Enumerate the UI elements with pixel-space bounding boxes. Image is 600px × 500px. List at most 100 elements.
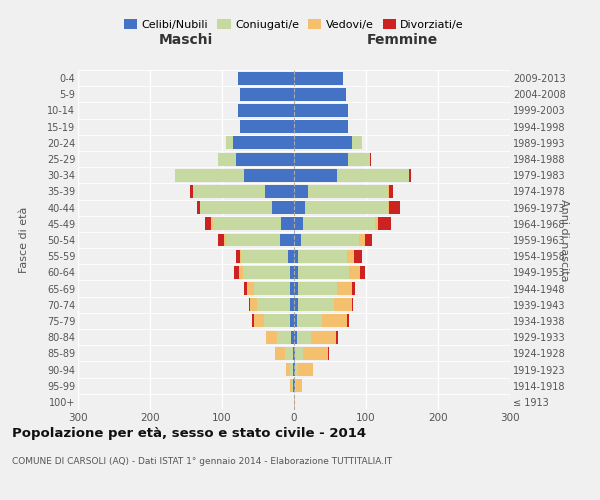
- Bar: [302, 218, 374, 230]
- Bar: [294, 152, 348, 166]
- Bar: [233, 266, 239, 279]
- Bar: [257, 298, 290, 311]
- Bar: [265, 185, 294, 198]
- Bar: [337, 330, 338, 344]
- Bar: [295, 379, 296, 392]
- Text: Anni di nascita: Anni di nascita: [559, 198, 569, 281]
- Bar: [337, 282, 352, 295]
- Bar: [352, 282, 355, 295]
- Bar: [294, 201, 305, 214]
- Bar: [290, 314, 294, 328]
- Bar: [298, 282, 337, 295]
- Bar: [337, 169, 409, 181]
- Bar: [218, 234, 224, 246]
- Bar: [355, 250, 362, 262]
- Bar: [241, 250, 288, 262]
- Bar: [294, 120, 348, 133]
- Bar: [293, 363, 294, 376]
- Bar: [218, 152, 236, 166]
- Text: Femmine: Femmine: [367, 34, 437, 48]
- Bar: [347, 250, 355, 262]
- Bar: [290, 379, 292, 392]
- Bar: [294, 234, 301, 246]
- Bar: [240, 120, 294, 133]
- Bar: [233, 136, 294, 149]
- Bar: [302, 347, 328, 360]
- Bar: [286, 347, 293, 360]
- Legend: Celibi/Nubili, Coniugati/e, Vedovi/e, Divorziati/e: Celibi/Nubili, Coniugati/e, Vedovi/e, Di…: [119, 14, 469, 34]
- Bar: [294, 330, 297, 344]
- Bar: [294, 266, 298, 279]
- Bar: [205, 218, 211, 230]
- Bar: [275, 347, 286, 360]
- Bar: [238, 72, 294, 85]
- Bar: [322, 314, 347, 328]
- Bar: [293, 347, 294, 360]
- Bar: [311, 330, 337, 344]
- Bar: [352, 136, 362, 149]
- Bar: [175, 169, 244, 181]
- Bar: [248, 298, 250, 311]
- Bar: [212, 218, 281, 230]
- Bar: [359, 234, 365, 246]
- Bar: [308, 185, 388, 198]
- Bar: [294, 282, 298, 295]
- Bar: [294, 314, 297, 328]
- Bar: [294, 379, 295, 392]
- Bar: [244, 169, 294, 181]
- Bar: [349, 266, 359, 279]
- Bar: [294, 136, 352, 149]
- Bar: [388, 185, 389, 198]
- Bar: [190, 185, 193, 198]
- Bar: [297, 330, 311, 344]
- Bar: [389, 185, 392, 198]
- Text: Popolazione per età, sesso e stato civile - 2014: Popolazione per età, sesso e stato civil…: [12, 428, 366, 440]
- Bar: [281, 218, 294, 230]
- Bar: [250, 298, 257, 311]
- Bar: [298, 363, 313, 376]
- Bar: [301, 234, 359, 246]
- Bar: [247, 282, 254, 295]
- Bar: [193, 185, 265, 198]
- Bar: [200, 201, 272, 214]
- Text: Fasce di età: Fasce di età: [19, 207, 29, 273]
- Bar: [211, 218, 212, 230]
- Bar: [295, 363, 298, 376]
- Bar: [286, 363, 290, 376]
- Bar: [388, 201, 389, 214]
- Bar: [240, 250, 241, 262]
- Bar: [291, 330, 294, 344]
- Bar: [298, 250, 347, 262]
- Bar: [290, 363, 293, 376]
- Bar: [305, 201, 388, 214]
- Bar: [236, 152, 294, 166]
- Bar: [378, 218, 391, 230]
- Bar: [294, 185, 308, 198]
- Bar: [236, 250, 240, 262]
- Bar: [334, 298, 352, 311]
- Bar: [294, 72, 343, 85]
- Bar: [254, 282, 290, 295]
- Bar: [266, 330, 277, 344]
- Bar: [298, 266, 349, 279]
- Bar: [288, 250, 294, 262]
- Bar: [272, 201, 294, 214]
- Bar: [298, 298, 334, 311]
- Bar: [294, 250, 298, 262]
- Text: Maschi: Maschi: [159, 34, 213, 48]
- Bar: [297, 314, 322, 328]
- Bar: [265, 314, 290, 328]
- Bar: [290, 298, 294, 311]
- Bar: [294, 218, 302, 230]
- Bar: [226, 136, 233, 149]
- Bar: [292, 379, 293, 392]
- Bar: [294, 347, 295, 360]
- Bar: [348, 152, 370, 166]
- Bar: [243, 266, 290, 279]
- Bar: [370, 152, 371, 166]
- Bar: [294, 396, 295, 408]
- Bar: [294, 169, 337, 181]
- Bar: [296, 379, 302, 392]
- Bar: [238, 104, 294, 117]
- Bar: [359, 266, 365, 279]
